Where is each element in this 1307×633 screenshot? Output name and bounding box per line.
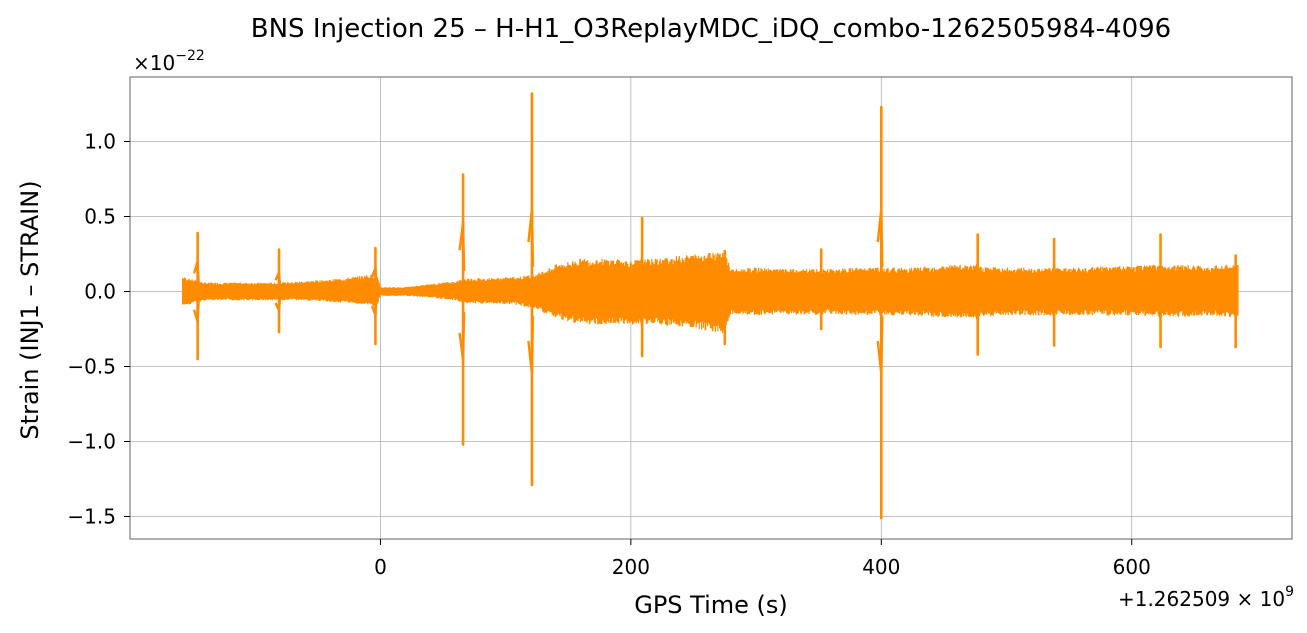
strain-spike-shoulder-4 — [527, 208, 535, 375]
y-tick-label-3: −0.5 — [67, 355, 116, 379]
y-tick-label-1: 0.5 — [84, 205, 116, 229]
strain-spike-shoulder-11 — [1155, 265, 1163, 318]
strain-spike-shoulder-12 — [1231, 266, 1238, 317]
y-scale-factor: ×10−22 — [133, 48, 205, 75]
y-axis-ticks: 1.0 0.5 0.0 −0.5 −1.0 −1.5 — [67, 130, 130, 529]
strain-spike-shoulder-6 — [720, 267, 727, 316]
strain-spike-shoulder-10 — [1049, 266, 1057, 317]
x-tick-label-2: 400 — [862, 555, 900, 579]
strain-spike-shoulder-2 — [370, 267, 378, 316]
strain-spike-shoulder-8 — [876, 208, 884, 375]
strain-spike-shoulder-7 — [816, 267, 824, 316]
strain-noise-band — [181, 250, 1239, 334]
y-tick-label-0: 1.0 — [84, 130, 116, 154]
chart-title: BNS Injection 25 – H-H1_O3ReplayMDC_iDQ_… — [251, 14, 1171, 44]
x-axis-ticks: 0 200 400 600 — [374, 539, 1151, 579]
plot-area — [129, 76, 1293, 540]
strain-spike-shoulder-0 — [192, 260, 200, 323]
strain-spike-shoulder-9 — [973, 262, 980, 321]
strain-spike-shoulder-5 — [637, 258, 645, 325]
plot-frame — [129, 76, 1293, 540]
x-tick-label-0: 0 — [374, 555, 387, 579]
y-tick-label-2: 0.0 — [84, 280, 116, 304]
x-offset-label: +1.262509 × 109 — [1118, 584, 1294, 611]
y-tick-label-5: −1.5 — [67, 505, 116, 529]
strain-series — [181, 92, 1239, 520]
y-axis-label: Strain (INJ1 – STRAIN) — [16, 180, 44, 439]
strain-spike-shoulder-3 — [458, 222, 466, 361]
strain-spike-shoulder-1 — [274, 267, 282, 316]
x-tick-label-1: 200 — [612, 555, 650, 579]
x-axis-label: GPS Time (s) — [634, 591, 788, 619]
x-tick-label-3: 600 — [1113, 555, 1151, 579]
y-tick-label-4: −1.0 — [67, 430, 116, 454]
